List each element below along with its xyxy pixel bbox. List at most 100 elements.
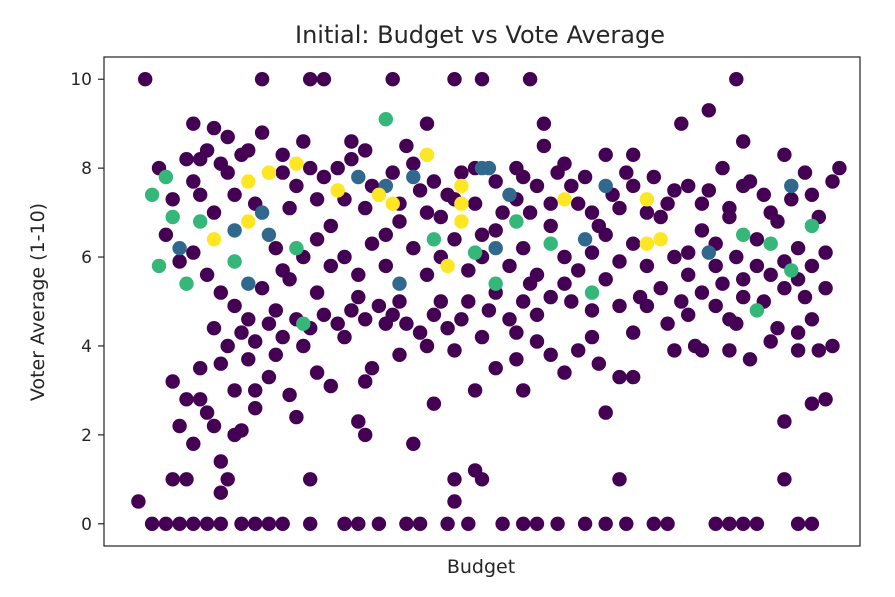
scatter-point xyxy=(282,387,297,403)
scatter-point xyxy=(144,187,160,202)
scatter-point xyxy=(509,214,524,229)
scatter-point xyxy=(825,338,840,354)
scatter-point xyxy=(660,516,675,531)
scatter-point xyxy=(206,205,222,220)
scatter-point xyxy=(248,516,263,531)
scatter-point xyxy=(749,258,765,274)
scatter-point xyxy=(419,267,435,282)
scatter-point xyxy=(358,312,373,327)
scatter-point xyxy=(777,414,792,429)
scatter-point xyxy=(784,263,799,278)
scatter-point xyxy=(433,294,448,309)
scatter-point xyxy=(364,361,380,376)
scatter-point xyxy=(399,138,414,154)
scatter-point xyxy=(715,276,730,291)
scatter-point xyxy=(763,267,778,282)
scatter-point xyxy=(736,134,751,149)
scatter-point xyxy=(667,249,682,265)
scatter-point xyxy=(206,232,222,247)
scatter-point xyxy=(433,209,448,225)
scatter-point xyxy=(749,303,765,318)
y-tick-label: 6 xyxy=(81,248,92,268)
scatter-point xyxy=(220,472,235,487)
scatter-point xyxy=(392,276,407,291)
scatter-point xyxy=(268,303,283,318)
scatter-point xyxy=(213,454,228,469)
scatter-point xyxy=(186,516,201,531)
scatter-point xyxy=(254,205,270,220)
scatter-point xyxy=(426,307,442,322)
scatter-point xyxy=(681,178,696,194)
scatter-point xyxy=(639,298,655,314)
scatter-point xyxy=(392,347,407,362)
scatter-point xyxy=(419,147,435,162)
scatter-point xyxy=(653,232,668,247)
scatter-point xyxy=(296,134,311,149)
scatter-point xyxy=(467,196,483,211)
scatter-point xyxy=(254,72,270,87)
scatter-point xyxy=(412,516,428,531)
scatter-point xyxy=(385,165,400,180)
x-axis-label: Budget xyxy=(447,556,515,578)
scatter-point xyxy=(323,218,338,234)
y-axis-label: Voter Average (1-10) xyxy=(27,203,49,401)
scatter-point xyxy=(736,227,751,242)
scatter-point xyxy=(289,156,304,171)
scatter-point xyxy=(481,303,497,318)
scatter-point xyxy=(199,516,215,531)
scatter-point xyxy=(351,516,366,531)
scatter-point xyxy=(220,165,235,180)
scatter-point xyxy=(447,343,462,358)
scatter-point xyxy=(681,307,696,322)
scatter-point xyxy=(584,205,600,220)
scatter-point xyxy=(763,236,778,251)
scatter-point xyxy=(564,178,579,194)
scatter-point xyxy=(543,218,558,234)
scatter-point xyxy=(440,321,455,336)
scatter-point xyxy=(612,369,627,385)
scatter-point xyxy=(639,192,655,207)
scatter-point xyxy=(440,516,455,531)
scatter-point xyxy=(763,334,778,349)
scatter-point xyxy=(213,285,228,300)
scatter-point xyxy=(275,165,290,180)
scatter-point xyxy=(179,392,194,407)
scatter-point xyxy=(179,472,194,487)
scatter-point xyxy=(199,267,215,282)
scatter-point xyxy=(323,378,338,394)
scatter-point xyxy=(543,347,558,362)
scatter-point xyxy=(309,232,325,247)
scatter-point xyxy=(612,200,627,216)
scatter-point xyxy=(406,169,421,185)
scatter-point xyxy=(330,316,345,331)
scatter-point xyxy=(467,463,483,478)
scatter-point xyxy=(708,298,723,314)
scatter-point xyxy=(144,516,160,531)
scatter-point xyxy=(667,343,682,358)
y-tick-label: 2 xyxy=(81,426,92,446)
scatter-point xyxy=(337,249,352,265)
scatter-point xyxy=(241,352,256,367)
scatter-point xyxy=(234,516,249,531)
scatter-point xyxy=(371,516,387,531)
scatter-point xyxy=(653,209,668,225)
scatter-point xyxy=(406,156,421,171)
scatter-point xyxy=(158,227,174,242)
scatter-point xyxy=(426,174,442,189)
scatter-point xyxy=(282,200,297,216)
scatter-point xyxy=(577,232,593,247)
scatter-point xyxy=(309,285,325,300)
scatter-point xyxy=(811,343,826,358)
scatter-point xyxy=(172,516,187,531)
scatter-point xyxy=(364,236,380,251)
scatter-point xyxy=(303,516,318,531)
scatter-point xyxy=(344,303,359,318)
scatter-point xyxy=(447,472,462,487)
scatter-point xyxy=(777,472,792,487)
scatter-point xyxy=(736,516,751,531)
scatter-point xyxy=(303,472,318,487)
scatter-point xyxy=(639,236,655,251)
scatter-point xyxy=(749,232,765,247)
scatter-point xyxy=(509,352,524,367)
scatter-point xyxy=(193,392,208,407)
